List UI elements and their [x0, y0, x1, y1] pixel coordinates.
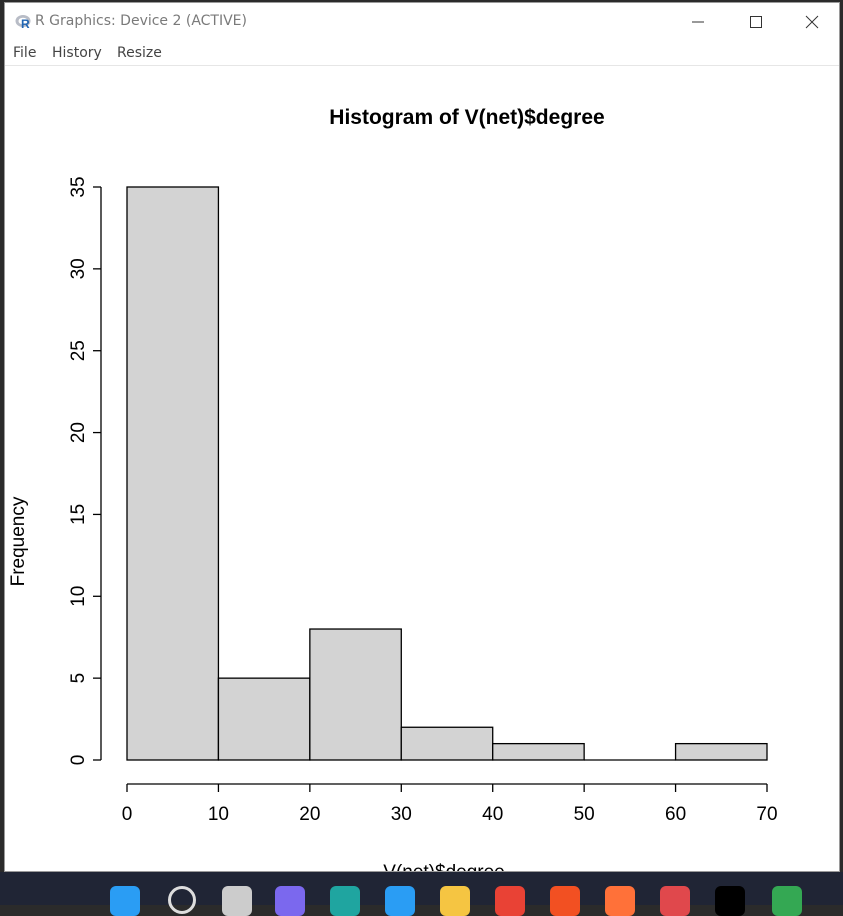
chrome-icon[interactable] — [495, 886, 525, 916]
chrome-profile-icon[interactable] — [772, 886, 802, 916]
firefox-icon[interactable] — [605, 886, 635, 916]
menu-history[interactable]: History — [52, 45, 102, 61]
histogram-bar — [492, 742, 585, 761]
x-tick-label: 60 — [665, 804, 686, 825]
menu-file[interactable]: File — [13, 45, 37, 61]
menu-bar: File History Resize — [5, 41, 839, 66]
y-tick-label: 10 — [68, 586, 89, 607]
y-axis: 0 5 10 15 20 25 30 35 — [68, 176, 102, 766]
histogram-plot: Histogram of V(net)$degree 0 5 10 15 20 25 30 3… — [8, 106, 778, 871]
close-icon — [805, 15, 819, 29]
r-logo-icon: R — [15, 15, 31, 31]
taskbar — [0, 872, 843, 916]
y-tick-label: 15 — [68, 504, 89, 525]
x-tick-label: 40 — [482, 804, 503, 825]
snipping-tool-icon[interactable] — [660, 886, 690, 916]
x-tick-label: 0 — [122, 804, 133, 825]
y-tick-label: 35 — [68, 176, 89, 197]
r-graphics-window: R R Graphics: Device 2 (ACTIVE) File His… — [4, 2, 840, 872]
maximize-button[interactable] — [727, 3, 785, 41]
y-tick-label: 20 — [68, 422, 89, 443]
x-tick-label: 20 — [299, 804, 320, 825]
search-icon[interactable] — [168, 886, 196, 914]
histogram-bar — [400, 726, 494, 761]
y-tick-label: 0 — [68, 755, 89, 766]
histogram-bar — [217, 677, 311, 761]
edge-icon[interactable] — [330, 886, 360, 916]
y-tick-label: 25 — [68, 340, 89, 361]
task-view-icon[interactable] — [222, 886, 252, 916]
minimize-icon — [692, 21, 704, 23]
terminal-icon[interactable] — [715, 886, 745, 916]
histogram-bar — [674, 742, 768, 761]
minimize-button[interactable] — [669, 3, 727, 41]
histogram-bar — [126, 186, 220, 761]
x-tick-label: 30 — [391, 804, 412, 825]
svg-text:R: R — [21, 17, 30, 31]
title-bar[interactable]: R R Graphics: Device 2 (ACTIVE) — [5, 3, 839, 41]
histogram-bar — [309, 628, 402, 761]
y-axis-label: Frequency — [8, 496, 29, 586]
bars-group — [126, 186, 768, 761]
close-button[interactable] — [783, 3, 841, 41]
store-icon[interactable] — [550, 886, 580, 916]
file-explorer-icon[interactable] — [440, 886, 470, 916]
x-tick-label: 10 — [208, 804, 229, 825]
teams-chat-icon[interactable] — [275, 886, 305, 916]
y-tick-label: 30 — [68, 258, 89, 279]
chart-title: Histogram of V(net)$degree — [329, 106, 604, 129]
menu-resize[interactable]: Resize — [117, 45, 162, 61]
x-tick-label: 70 — [756, 804, 777, 825]
window-title: R Graphics: Device 2 (ACTIVE) — [35, 13, 247, 29]
x-axis-label: V(net)$degree — [383, 862, 504, 871]
x-axis: 0 10 20 30 40 50 60 70 — [122, 783, 778, 825]
app-icon[interactable] — [385, 886, 415, 916]
y-tick-label: 5 — [68, 673, 89, 684]
maximize-icon — [750, 16, 762, 28]
x-tick-label: 50 — [574, 804, 595, 825]
windows-start-icon[interactable] — [110, 886, 140, 916]
